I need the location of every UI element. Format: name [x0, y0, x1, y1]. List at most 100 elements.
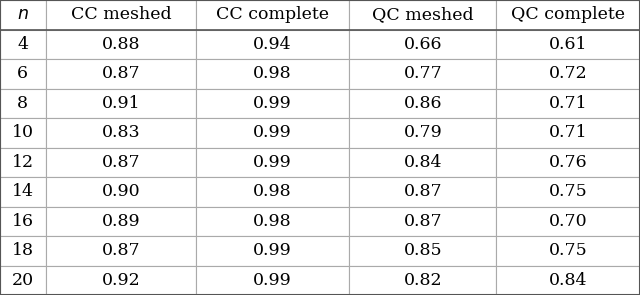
Bar	[0, 266, 45, 295]
Bar	[45, 88, 196, 118]
Bar	[497, 30, 640, 59]
Text: 0.75: 0.75	[548, 183, 588, 200]
Text: 0.87: 0.87	[102, 154, 140, 171]
Text: 20: 20	[12, 272, 34, 289]
Bar	[0, 88, 45, 118]
Bar	[45, 148, 196, 177]
Text: 0.91: 0.91	[102, 95, 140, 112]
Bar	[349, 206, 497, 236]
Bar	[349, 0, 497, 30]
Bar	[0, 59, 45, 88]
Bar	[349, 148, 497, 177]
Text: 0.87: 0.87	[404, 213, 442, 230]
Text: 0.84: 0.84	[404, 154, 442, 171]
Bar	[497, 177, 640, 206]
Bar	[0, 148, 45, 177]
Bar	[196, 206, 349, 236]
Bar	[497, 206, 640, 236]
Text: 0.71: 0.71	[549, 95, 588, 112]
Bar	[349, 30, 497, 59]
Bar	[349, 88, 497, 118]
Bar	[196, 118, 349, 148]
Text: 0.86: 0.86	[404, 95, 442, 112]
Bar	[497, 266, 640, 295]
Text: 0.61: 0.61	[549, 36, 588, 53]
Bar	[497, 148, 640, 177]
Text: 0.94: 0.94	[253, 36, 292, 53]
Bar	[45, 118, 196, 148]
Bar	[0, 206, 45, 236]
Text: 0.87: 0.87	[102, 242, 140, 259]
Text: 0.70: 0.70	[549, 213, 588, 230]
Bar	[349, 236, 497, 266]
Text: 8: 8	[17, 95, 28, 112]
Text: 0.87: 0.87	[102, 65, 140, 82]
Bar	[0, 177, 45, 206]
Text: 0.72: 0.72	[548, 65, 588, 82]
Bar	[497, 118, 640, 148]
Text: 0.99: 0.99	[253, 154, 292, 171]
Text: 0.77: 0.77	[403, 65, 442, 82]
Bar	[349, 177, 497, 206]
Bar	[349, 118, 497, 148]
Bar	[0, 236, 45, 266]
Bar	[497, 59, 640, 88]
Bar	[349, 266, 497, 295]
Text: 0.88: 0.88	[102, 36, 140, 53]
Bar	[0, 0, 45, 30]
Text: 0.98: 0.98	[253, 183, 292, 200]
Text: 16: 16	[12, 213, 34, 230]
Bar	[45, 236, 196, 266]
Text: 0.79: 0.79	[403, 124, 442, 141]
Bar	[196, 177, 349, 206]
Text: 0.99: 0.99	[253, 272, 292, 289]
Bar	[45, 177, 196, 206]
Text: 0.82: 0.82	[404, 272, 442, 289]
Text: $n$: $n$	[17, 6, 29, 23]
Bar	[497, 236, 640, 266]
Bar	[45, 206, 196, 236]
Text: 18: 18	[12, 242, 34, 259]
Text: QC meshed: QC meshed	[372, 6, 474, 23]
Bar	[45, 59, 196, 88]
Bar	[196, 59, 349, 88]
Bar	[196, 236, 349, 266]
Text: 0.98: 0.98	[253, 65, 292, 82]
Bar	[196, 148, 349, 177]
Bar	[497, 0, 640, 30]
Bar	[45, 30, 196, 59]
Bar	[196, 266, 349, 295]
Bar	[497, 88, 640, 118]
Text: 0.99: 0.99	[253, 95, 292, 112]
Bar	[196, 0, 349, 30]
Text: 0.66: 0.66	[404, 36, 442, 53]
Text: 14: 14	[12, 183, 34, 200]
Text: CC meshed: CC meshed	[70, 6, 171, 23]
Bar	[349, 59, 497, 88]
Text: 12: 12	[12, 154, 34, 171]
Text: 0.98: 0.98	[253, 213, 292, 230]
Bar	[196, 30, 349, 59]
Text: QC complete: QC complete	[511, 6, 625, 23]
Text: 0.99: 0.99	[253, 124, 292, 141]
Bar	[45, 0, 196, 30]
Text: 0.76: 0.76	[549, 154, 588, 171]
Text: 0.90: 0.90	[102, 183, 140, 200]
Text: 4: 4	[17, 36, 28, 53]
Text: 0.71: 0.71	[549, 124, 588, 141]
Text: 0.85: 0.85	[404, 242, 442, 259]
Text: 6: 6	[17, 65, 28, 82]
Text: 0.87: 0.87	[404, 183, 442, 200]
Text: 0.99: 0.99	[253, 242, 292, 259]
Text: 0.92: 0.92	[102, 272, 140, 289]
Bar	[45, 266, 196, 295]
Bar	[0, 118, 45, 148]
Bar	[0, 30, 45, 59]
Text: 10: 10	[12, 124, 34, 141]
Text: CC complete: CC complete	[216, 6, 329, 23]
Text: 0.89: 0.89	[102, 213, 140, 230]
Bar	[196, 88, 349, 118]
Text: 0.83: 0.83	[102, 124, 140, 141]
Text: 0.84: 0.84	[549, 272, 588, 289]
Text: 0.75: 0.75	[548, 242, 588, 259]
